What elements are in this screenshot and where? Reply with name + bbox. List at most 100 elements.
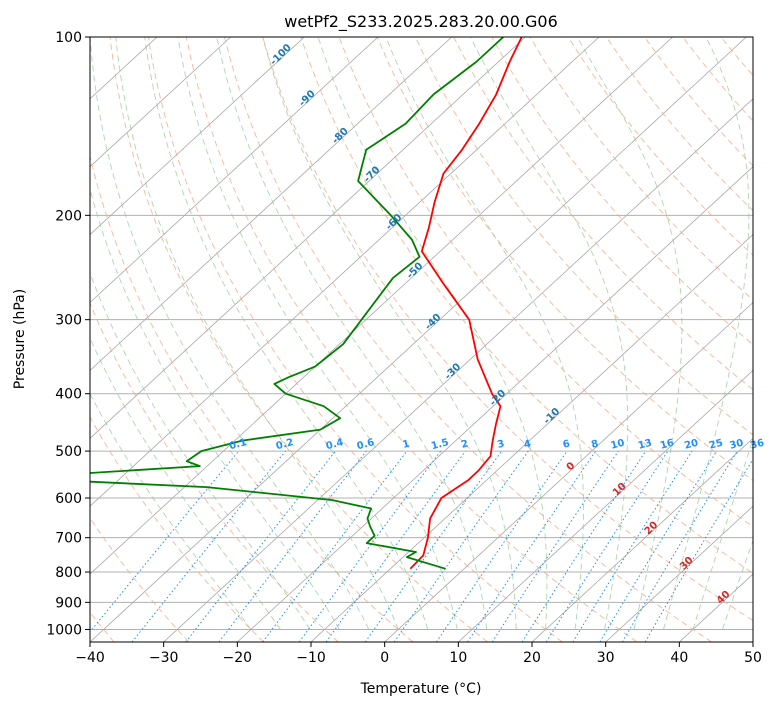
mixing-ratio-line <box>393 450 529 642</box>
dry-adiabat <box>453 37 753 391</box>
y-tick-label: 400 <box>55 387 82 403</box>
dry-adiabat <box>90 154 414 642</box>
dry-adiabat <box>185 37 638 642</box>
x-tick-label: 20 <box>523 650 541 666</box>
y-tick-label: 300 <box>55 313 82 329</box>
mixing-ratio-label: 0.4 <box>325 437 345 452</box>
mixing-ratio-label: 30 <box>728 438 744 452</box>
moist-adiabat <box>721 539 753 630</box>
dry-adiabat <box>90 302 339 642</box>
isotherm-label: -40 <box>423 312 444 333</box>
isotherm-label: -90 <box>297 88 318 109</box>
mixing-ratio-label: 2 <box>460 438 470 450</box>
isotherm-label: -50 <box>405 261 426 282</box>
profile-lines <box>90 37 523 570</box>
isotherm-label: 0 <box>565 460 578 473</box>
isotherm <box>531 437 753 642</box>
dry-adiabat <box>90 517 190 642</box>
moist-adiabat <box>144 37 429 630</box>
x-tick-label: 10 <box>449 650 467 666</box>
isotherm <box>90 37 673 575</box>
mixing-ratio-line <box>491 450 619 642</box>
chart-title: wetPf2_S233.2025.283.20.00.G06 <box>284 12 558 32</box>
moist-adiabat <box>90 336 281 630</box>
mixing-ratio-line <box>467 450 597 642</box>
mixing-ratio-line <box>298 450 442 642</box>
y-axis-label: Pressure (hPa) <box>12 289 28 389</box>
isotherm <box>605 505 753 642</box>
moist-adiabat <box>216 37 488 630</box>
isotherm <box>310 234 753 642</box>
mixing-ratio-label: 13 <box>637 438 653 452</box>
plot-frame <box>89 36 754 643</box>
x-tick-label: 50 <box>744 650 762 666</box>
dry-adiabat <box>491 37 753 346</box>
isotherm-label: 10 <box>611 481 629 499</box>
dry-adiabat <box>644 37 753 167</box>
dry-adiabat <box>376 37 753 482</box>
profile-line <box>90 37 504 570</box>
mixing-ratio-label: 0.6 <box>356 437 376 452</box>
mixing-ratio-label: 0.1 <box>228 437 248 452</box>
moist-adiabat <box>317 37 548 630</box>
y-axis: 100 200 300 400 500 600 700 800 900 1000 <box>46 30 90 638</box>
mixing-ratio-line <box>185 450 336 642</box>
isotherm <box>90 37 600 507</box>
dry-adiabat <box>147 37 563 642</box>
mixing-ratio-label: 25 <box>708 438 724 452</box>
mixing-ratio-label: 1.5 <box>430 437 450 452</box>
dry-adiabat <box>262 37 753 622</box>
isotherm <box>90 37 379 304</box>
isotherm-label: 20 <box>643 520 661 538</box>
mixing-ratio-label: 10 <box>610 438 626 452</box>
isotherm <box>90 37 231 168</box>
dry-adiabat <box>529 37 753 301</box>
isotherm <box>0 37 10 642</box>
y-tick-label: 200 <box>55 208 82 224</box>
dry-adiabat <box>338 37 753 528</box>
moist-adiabat <box>692 437 753 630</box>
mixing-ratio-line <box>644 458 753 642</box>
mixing-ratio-label: 6 <box>562 438 572 450</box>
mixing-ratio-line <box>545 450 669 642</box>
x-tick-label: −20 <box>223 650 253 666</box>
mixing-ratio-line <box>621 450 738 642</box>
y-tick-label: 600 <box>55 491 82 507</box>
dry-adiabat <box>90 416 264 642</box>
mixing-ratio-line <box>572 450 693 642</box>
mixing-ratio-line <box>325 450 466 642</box>
isotherm <box>237 166 753 642</box>
mixing-ratio-label: 1 <box>401 438 411 450</box>
mixing-ratio-line <box>90 450 239 633</box>
isotherm <box>752 641 753 642</box>
moist-adiabat <box>385 37 584 630</box>
mixing-ratio-line <box>599 450 718 642</box>
isotherm <box>90 37 747 642</box>
dry-adiabat <box>567 37 753 256</box>
y-tick-label: 100 <box>55 30 82 46</box>
moist-adiabat <box>90 187 340 630</box>
dry-adiabat <box>682 37 753 122</box>
mixing-ratio-line <box>435 450 568 642</box>
moist-adiabat <box>90 37 370 630</box>
mixing-ratio-line <box>131 450 286 642</box>
isotherm <box>384 301 753 642</box>
mixing-ratio-label: 3 <box>496 438 506 450</box>
moist-adiabat <box>470 37 629 630</box>
dry-adiabat <box>224 37 712 642</box>
dry-adiabat <box>759 37 775 642</box>
x-tick-label: 30 <box>597 650 615 666</box>
moist-adiabat <box>663 37 750 630</box>
dry-adiabat <box>300 37 753 574</box>
y-tick-label: 500 <box>55 444 82 460</box>
isotherm-label: 40 <box>715 589 733 607</box>
x-tick-label: 40 <box>670 650 688 666</box>
moist-adiabat <box>115 37 399 630</box>
dry-adiabat <box>414 37 753 436</box>
mixing-ratio-label: 4 <box>523 438 533 450</box>
x-tick-label: −10 <box>296 650 326 666</box>
moist-adiabat <box>90 271 311 630</box>
x-tick-label: −40 <box>75 650 105 666</box>
isotherm <box>90 37 452 371</box>
